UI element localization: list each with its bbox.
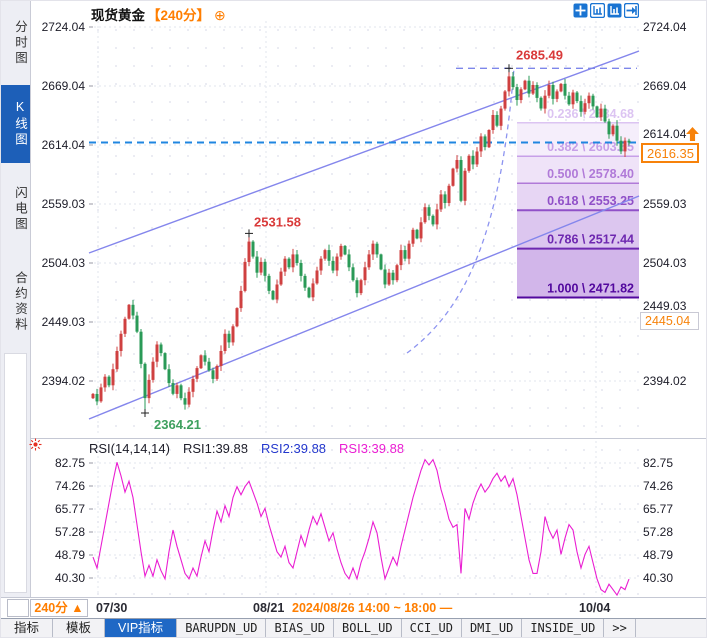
sidebar-item-contract-info[interactable]: 合约资料	[13, 271, 27, 333]
y-axis-tick: 2724.04	[643, 20, 687, 34]
sidebar-empty-panel	[4, 353, 27, 593]
secondary-price-value: 2445.04	[645, 314, 691, 328]
rsi-axis-tick: 74.26	[54, 478, 85, 493]
symbol-name: 现货黄金	[91, 8, 145, 23]
y-axis-tick: 2449.03	[643, 299, 687, 313]
current-price-box: 2616.35	[641, 143, 699, 163]
rsi-axis-tick: 48.79	[643, 547, 674, 562]
indicator-settings-icon[interactable]	[29, 438, 42, 451]
y-axis-tick: 2504.03	[643, 256, 687, 270]
x-axis-date: 10/04	[579, 601, 611, 615]
bottom-tab[interactable]: INSIDE_UD	[522, 619, 605, 637]
add-indicator-icon[interactable]: ⊕	[214, 7, 226, 23]
bottom-tab[interactable]: VIP指标	[105, 619, 178, 637]
secondary-price-box: 2445.04	[640, 312, 699, 330]
rsi-axis-tick: 40.30	[54, 570, 85, 585]
rsi-axis-tick: 48.79	[54, 547, 85, 562]
bottom-tab[interactable]: CCI_UD	[402, 619, 462, 637]
zoom-in-icon[interactable]	[607, 3, 622, 18]
rsi-axis-tick: 82.75	[54, 456, 85, 470]
zoom-out-icon[interactable]	[590, 3, 605, 18]
bottom-tab[interactable]: 模板	[53, 619, 106, 637]
period-label: 【240分】	[147, 8, 211, 23]
exit-icon[interactable]	[624, 3, 639, 18]
rsi-axis-tick: 40.30	[643, 570, 674, 585]
y-axis-tick: 2614.04	[643, 127, 687, 141]
svg-text:0.236 \ 2634.68: 0.236 \ 2634.68	[547, 107, 634, 121]
y-axis-tick: 2394.02	[643, 374, 687, 388]
svg-text:2685.49: 2685.49	[516, 47, 563, 62]
period-up-arrow-icon: ▲	[71, 601, 84, 615]
y-axis-tick: 2559.03	[41, 196, 85, 211]
y-axis-tick: 2669.04	[643, 79, 687, 93]
y-axis-tick: 2669.04	[41, 78, 85, 93]
y-axis-tick: 2449.03	[41, 314, 85, 329]
bottom-tab[interactable]: 指标	[1, 619, 54, 637]
crosshair-icon[interactable]	[573, 3, 588, 18]
x-axis-date: 2024/08/26 14:00 ~ 18:00 —	[292, 601, 453, 615]
rsi-pane[interactable]	[89, 441, 639, 596]
current-price-value: 2616.35	[647, 146, 694, 161]
rsi-canvas[interactable]	[89, 441, 639, 597]
rsi-axis-tick: 82.75	[643, 456, 674, 470]
svg-text:0.500 \ 2578.40: 0.500 \ 2578.40	[547, 167, 634, 181]
corner-cell	[7, 599, 29, 617]
latest-price-arrow-icon[interactable]	[685, 127, 700, 141]
sidebar-item-time-chart[interactable]: 分时图	[13, 19, 27, 67]
main-chart-canvas[interactable]: 0.236 \ 2634.68 0.382 \ 2603.55 0.500 \ 25…	[88, 21, 640, 435]
period-text: 240分	[34, 601, 68, 615]
left-sidebar: 分时图 K线图闪电图合约资料	[1, 1, 31, 598]
bottom-tab[interactable]: DMI_UD	[462, 619, 523, 637]
axis-strip-divider	[1, 597, 706, 598]
y-axis-tick: 2614.04	[41, 137, 85, 152]
rsi-axis-tick: 65.77	[54, 501, 85, 516]
svg-text:0.786 \ 2517.44: 0.786 \ 2517.44	[547, 233, 634, 247]
chart-title: 现货黄金 【240分】 ⊕	[91, 4, 226, 24]
bottom-tab[interactable]: BOLL_UD	[334, 619, 402, 637]
svg-text:0.618 \ 2553.25: 0.618 \ 2553.25	[547, 194, 634, 208]
rsi-axis-tick: 65.77	[643, 501, 674, 516]
x-axis-date: 08/21	[253, 601, 285, 615]
y-axis-tick: 2559.03	[643, 197, 687, 211]
rsi-axis-tick: 57.28	[54, 524, 85, 539]
rsi-axis-tick: 74.26	[643, 478, 674, 493]
period-selector[interactable]: 240分 ▲	[30, 599, 88, 617]
svg-text:2531.58: 2531.58	[254, 214, 301, 229]
bottom-tab[interactable]: BIAS_UD	[266, 619, 335, 637]
x-axis-strip: 240分 ▲ 07/30 08/21 2024/08/26 14:00 ~ 18:0…	[1, 598, 706, 618]
rsi-axis-tick: 57.28	[643, 524, 674, 539]
candles	[91, 68, 631, 413]
y-axis-tick: 2504.03	[41, 255, 85, 270]
pane-divider	[31, 438, 706, 439]
svg-text:0.382 \ 2603.55: 0.382 \ 2603.55	[547, 140, 634, 154]
svg-text:2364.21: 2364.21	[154, 417, 201, 432]
bottom-tab[interactable]: >>	[604, 619, 636, 637]
sidebar-item-kline-chart[interactable]: K线图	[1, 85, 30, 163]
svg-text:1.000 \ 2471.82: 1.000 \ 2471.82	[547, 282, 634, 296]
x-axis-date: 07/30	[96, 601, 128, 615]
rsi-line	[92, 458, 630, 597]
indicator-tabbar: 指标 模板 VIP指标 BARUPDN_UD BIAS_UD BOLL_UD CCI_UD D…	[1, 618, 706, 637]
y-axis-tick: 2394.02	[41, 373, 85, 388]
bottom-tab[interactable]: BARUPDN_UD	[177, 619, 267, 637]
sidebar-item-lightning-chart[interactable]: 闪电图	[13, 185, 27, 233]
y-axis-tick: 2724.04	[41, 20, 85, 34]
chart-toolbar	[573, 3, 639, 18]
